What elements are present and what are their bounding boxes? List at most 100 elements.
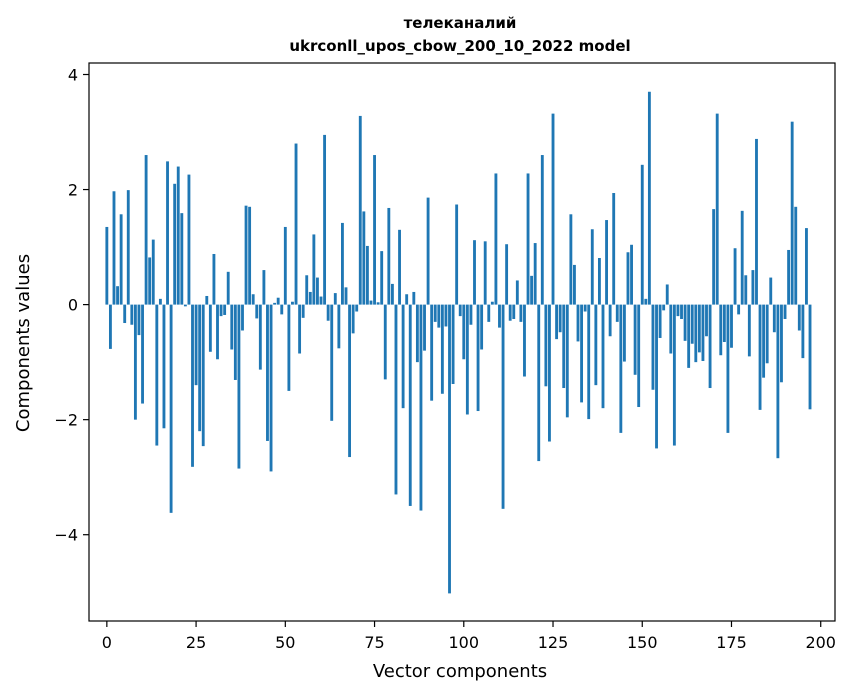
x-axis-label: Vector components [373, 661, 547, 682]
bar-193 [794, 206, 798, 305]
x-tick-label: 150 [627, 633, 658, 652]
y-tick-label: 2 [68, 181, 78, 200]
bar-179 [744, 275, 748, 305]
bar-128 [562, 304, 566, 389]
bar-166 [697, 304, 701, 353]
bar-0 [105, 226, 109, 305]
bar-43 [258, 304, 262, 370]
bar-64 [333, 293, 337, 305]
bar-146 [626, 252, 630, 305]
bar-123 [544, 304, 548, 387]
bar-109 [494, 173, 498, 305]
bar-113 [508, 304, 512, 321]
bar-187 [772, 304, 776, 333]
bar-77 [380, 251, 384, 305]
bar-86 [412, 291, 416, 305]
bar-23 [187, 174, 191, 305]
bar-147 [630, 244, 633, 305]
x-tick-label: 200 [805, 633, 836, 652]
bar-107 [487, 304, 491, 322]
bar-131 [573, 264, 576, 305]
bar-30 [212, 253, 216, 305]
bar-192 [790, 121, 794, 305]
bar-68 [348, 304, 351, 458]
bar-189 [780, 304, 783, 383]
bar-105 [480, 304, 484, 350]
bar-17 [166, 161, 169, 305]
bar-160 [676, 304, 680, 317]
bar-178 [740, 210, 744, 305]
bar-124 [548, 304, 551, 442]
bar-186 [769, 277, 773, 305]
bar-11 [144, 155, 148, 305]
bar-97 [451, 304, 455, 384]
bar-108 [490, 301, 494, 305]
bar-21 [180, 213, 184, 305]
bar-143 [615, 304, 619, 322]
bar-4 [119, 214, 123, 305]
bar-24 [191, 304, 194, 467]
bar-115 [515, 280, 519, 305]
bar-53 [294, 143, 298, 305]
bar-25 [194, 304, 198, 386]
bar-150 [640, 164, 644, 305]
bar-176 [733, 248, 737, 305]
bar-76 [376, 302, 380, 305]
bar-184 [762, 304, 766, 378]
bar-114 [512, 304, 516, 319]
bar-63 [330, 304, 334, 421]
x-tick-label: 175 [716, 633, 747, 652]
bar-81 [394, 304, 398, 495]
bar-2 [112, 191, 116, 305]
bar-185 [765, 304, 769, 364]
bar-59 [316, 277, 319, 305]
bar-34 [226, 271, 230, 305]
x-tick-label: 0 [102, 633, 112, 652]
bar-9 [137, 304, 141, 336]
bar-144 [619, 304, 623, 433]
bar-8 [133, 304, 137, 420]
bar-48 [276, 297, 280, 305]
bar-139 [601, 304, 605, 409]
bar-188 [776, 304, 780, 459]
bar-134 [583, 304, 587, 312]
bar-172 [719, 304, 723, 356]
plot-frame [88, 62, 836, 622]
bar-22 [183, 304, 187, 307]
y-tick-label: −4 [54, 526, 78, 545]
bar-72 [362, 211, 366, 305]
bar-19 [173, 183, 177, 305]
bar-36 [233, 304, 237, 380]
bar-32 [219, 304, 223, 317]
bar-153 [651, 304, 655, 390]
bar-55 [301, 304, 305, 318]
y-tick-label: 0 [68, 296, 78, 315]
bar-117 [523, 304, 526, 377]
bar-6 [126, 190, 130, 305]
bar-175 [730, 304, 733, 348]
bar-133 [580, 304, 584, 403]
bar-60 [319, 296, 323, 305]
bar-29 [208, 304, 212, 352]
bar-155 [658, 304, 662, 338]
bar-75 [373, 155, 376, 305]
y-axis-label: Components values [13, 254, 34, 432]
bar-171 [715, 113, 719, 305]
bar-51 [287, 304, 291, 391]
bar-73 [365, 245, 369, 305]
bar-140 [605, 220, 608, 305]
bar-103 [473, 240, 476, 305]
bar-149 [637, 304, 641, 408]
bar-181 [751, 270, 755, 305]
bar-130 [569, 214, 573, 305]
bar-183 [758, 304, 762, 410]
bar-156 [662, 304, 666, 311]
bar-159 [672, 304, 676, 446]
bar-196 [805, 228, 808, 305]
y-axis-ticks: −4 −2 0 2 4 [54, 66, 89, 545]
bar-83 [401, 304, 405, 409]
bar-67 [344, 287, 348, 305]
bar-46 [269, 304, 273, 472]
bar-13 [151, 239, 155, 305]
